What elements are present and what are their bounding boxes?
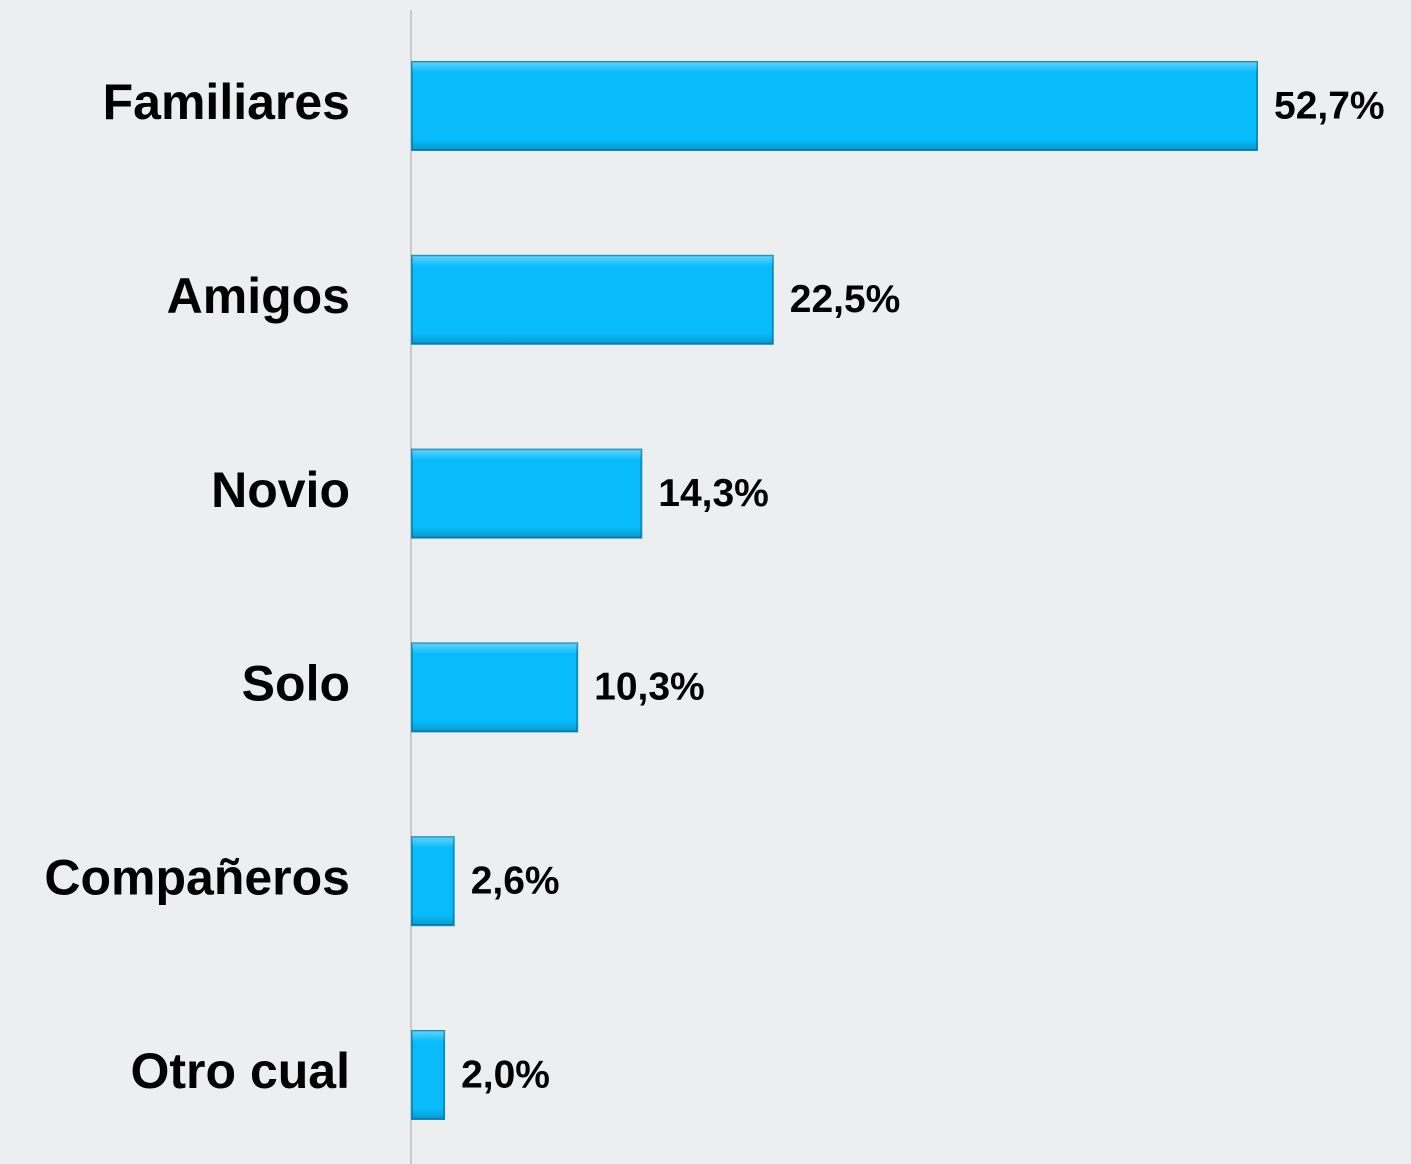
bar-shine	[412, 1031, 445, 1119]
category-label: Otro cual	[131, 1043, 350, 1099]
category-label: Compañeros	[44, 849, 350, 905]
value-label: 2,0%	[461, 1053, 550, 1096]
bar-shine	[412, 255, 773, 344]
value-label: 10,3%	[594, 666, 705, 709]
category-label: Familiares	[103, 74, 350, 130]
value-label: 52,7%	[1274, 84, 1385, 127]
category-label: Novio	[211, 462, 350, 518]
bar-shine	[412, 837, 454, 926]
bar-shine	[412, 643, 578, 732]
bar-shine	[412, 449, 642, 538]
value-label: 2,6%	[471, 859, 560, 902]
category-label: Solo	[242, 656, 350, 712]
bar-shine	[412, 62, 1257, 150]
value-label: 14,3%	[658, 472, 769, 515]
category-label: Amigos	[167, 268, 350, 324]
value-label: 22,5%	[790, 278, 901, 321]
